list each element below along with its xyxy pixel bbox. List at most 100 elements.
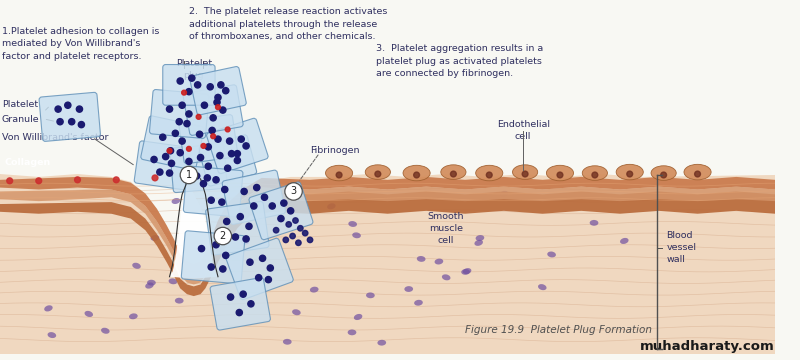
Circle shape (250, 203, 257, 209)
FancyBboxPatch shape (190, 67, 246, 115)
FancyBboxPatch shape (39, 93, 101, 141)
FancyBboxPatch shape (179, 114, 238, 164)
Polygon shape (0, 174, 775, 354)
Circle shape (237, 213, 243, 220)
Text: Endothelial
cell: Endothelial cell (497, 120, 550, 140)
Circle shape (218, 199, 225, 205)
Circle shape (236, 310, 242, 316)
Circle shape (209, 127, 215, 134)
Ellipse shape (590, 220, 598, 226)
Circle shape (151, 156, 157, 163)
Circle shape (218, 82, 224, 88)
Text: Platelet
plug: Platelet plug (176, 59, 212, 80)
Ellipse shape (442, 274, 450, 280)
Circle shape (6, 178, 13, 184)
Circle shape (259, 255, 266, 261)
Ellipse shape (147, 280, 156, 285)
Circle shape (248, 301, 254, 307)
Ellipse shape (169, 278, 178, 284)
Polygon shape (0, 192, 775, 296)
Circle shape (274, 228, 279, 233)
FancyBboxPatch shape (162, 64, 215, 105)
Ellipse shape (348, 221, 357, 227)
Text: 2.  The platelet release reaction activates
additional platelets through the rel: 2. The platelet release reaction activat… (189, 8, 387, 41)
Circle shape (114, 177, 119, 183)
Circle shape (247, 259, 253, 265)
Circle shape (214, 99, 220, 105)
Circle shape (450, 171, 456, 177)
Circle shape (285, 183, 302, 200)
Circle shape (168, 160, 174, 166)
FancyBboxPatch shape (150, 90, 209, 138)
Ellipse shape (85, 311, 93, 317)
Ellipse shape (44, 305, 53, 311)
Ellipse shape (417, 256, 426, 262)
Ellipse shape (546, 165, 574, 181)
Ellipse shape (616, 164, 643, 180)
Circle shape (207, 84, 214, 90)
Ellipse shape (462, 268, 471, 274)
Circle shape (246, 223, 252, 229)
FancyBboxPatch shape (182, 231, 245, 284)
Circle shape (215, 105, 221, 109)
Ellipse shape (462, 269, 470, 275)
Ellipse shape (101, 328, 110, 334)
FancyBboxPatch shape (226, 238, 294, 300)
Ellipse shape (500, 191, 508, 197)
Circle shape (220, 107, 226, 113)
Ellipse shape (132, 263, 141, 269)
Circle shape (55, 106, 62, 112)
Circle shape (266, 276, 271, 283)
Circle shape (222, 252, 229, 258)
Circle shape (290, 233, 295, 239)
Circle shape (227, 294, 234, 300)
Text: 3: 3 (290, 186, 297, 197)
Circle shape (65, 102, 71, 108)
Ellipse shape (513, 165, 538, 179)
Circle shape (262, 194, 267, 201)
Circle shape (179, 102, 186, 108)
Circle shape (74, 177, 81, 183)
Circle shape (267, 265, 274, 271)
Ellipse shape (414, 300, 423, 306)
Ellipse shape (181, 272, 189, 278)
Circle shape (210, 134, 215, 139)
Circle shape (226, 138, 233, 144)
Circle shape (182, 90, 186, 95)
Circle shape (592, 172, 598, 178)
Circle shape (222, 87, 229, 94)
Circle shape (204, 175, 210, 181)
Circle shape (215, 136, 221, 142)
Circle shape (208, 264, 214, 270)
FancyBboxPatch shape (206, 118, 268, 174)
Circle shape (78, 122, 85, 128)
Ellipse shape (241, 239, 250, 244)
Ellipse shape (403, 165, 430, 181)
Circle shape (166, 170, 173, 176)
Circle shape (210, 115, 216, 121)
Circle shape (627, 171, 633, 177)
Ellipse shape (366, 165, 390, 179)
Circle shape (296, 240, 301, 246)
FancyBboxPatch shape (210, 278, 270, 330)
Ellipse shape (582, 166, 607, 180)
Circle shape (241, 188, 247, 194)
Circle shape (307, 237, 313, 243)
Circle shape (293, 218, 298, 223)
Ellipse shape (434, 258, 443, 265)
Circle shape (208, 197, 214, 203)
Circle shape (225, 165, 230, 171)
Circle shape (375, 171, 381, 177)
Circle shape (172, 130, 178, 136)
Text: Granule: Granule (2, 115, 39, 124)
Text: Collagen: Collagen (5, 158, 51, 167)
Text: 1.Platelet adhesion to collagen is
mediated by Von Willibrand's
factor and plate: 1.Platelet adhesion to collagen is media… (2, 27, 159, 61)
Circle shape (197, 131, 202, 138)
Text: Fibrinogen: Fibrinogen (310, 146, 359, 155)
Circle shape (196, 114, 201, 119)
Circle shape (222, 186, 228, 193)
Text: Von Willibrand's factor: Von Willibrand's factor (2, 133, 109, 142)
Ellipse shape (404, 286, 413, 292)
Text: 2: 2 (220, 231, 226, 241)
Circle shape (486, 172, 492, 178)
